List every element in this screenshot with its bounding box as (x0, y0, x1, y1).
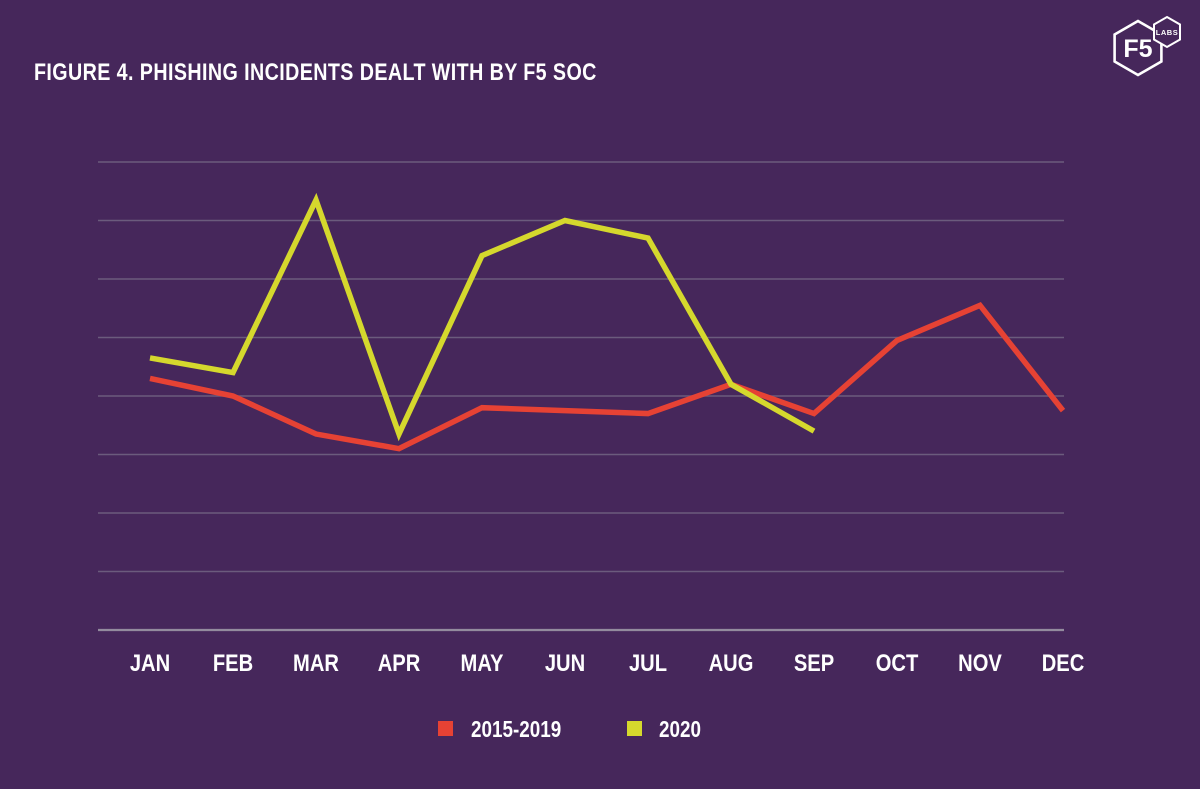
f5-labs-logo: F5 LABS (1113, 15, 1181, 77)
x-axis-label-feb: FEB (213, 649, 253, 676)
x-axis-label-aug: AUG (709, 649, 754, 676)
x-axis-label-sep: SEP (794, 649, 835, 676)
figure-title: FIGURE 4. PHISHING INCIDENTS DEALT WITH … (34, 59, 597, 86)
x-axis-label-jan: JAN (130, 649, 170, 676)
series-line-2015-2019 (149, 301, 1066, 452)
x-axis-label-oct: OCT (876, 649, 919, 676)
legend-swatch-2020 (627, 721, 642, 736)
legend-swatch-2015-2019 (438, 721, 453, 736)
logo-labs-text: LABS (1156, 28, 1178, 37)
x-axis-label-nov: NOV (958, 649, 1002, 676)
x-axis-label-jul: JUL (629, 649, 667, 676)
series-line-2020 (149, 192, 816, 442)
x-axis-label-jun: JUN (545, 649, 585, 676)
logo-hexagon-small (1153, 15, 1181, 49)
legend-label-2020: 2020 (659, 716, 701, 742)
x-axis-label-may: MAY (461, 649, 504, 676)
logo-f5-text: F5 (1123, 35, 1152, 63)
legend-label-2015-2019: 2015-2019 (471, 716, 562, 742)
x-axis-label-dec: DEC (1042, 649, 1085, 676)
x-axis-label-mar: MAR (293, 649, 339, 676)
x-axis-label-apr: APR (378, 649, 421, 676)
